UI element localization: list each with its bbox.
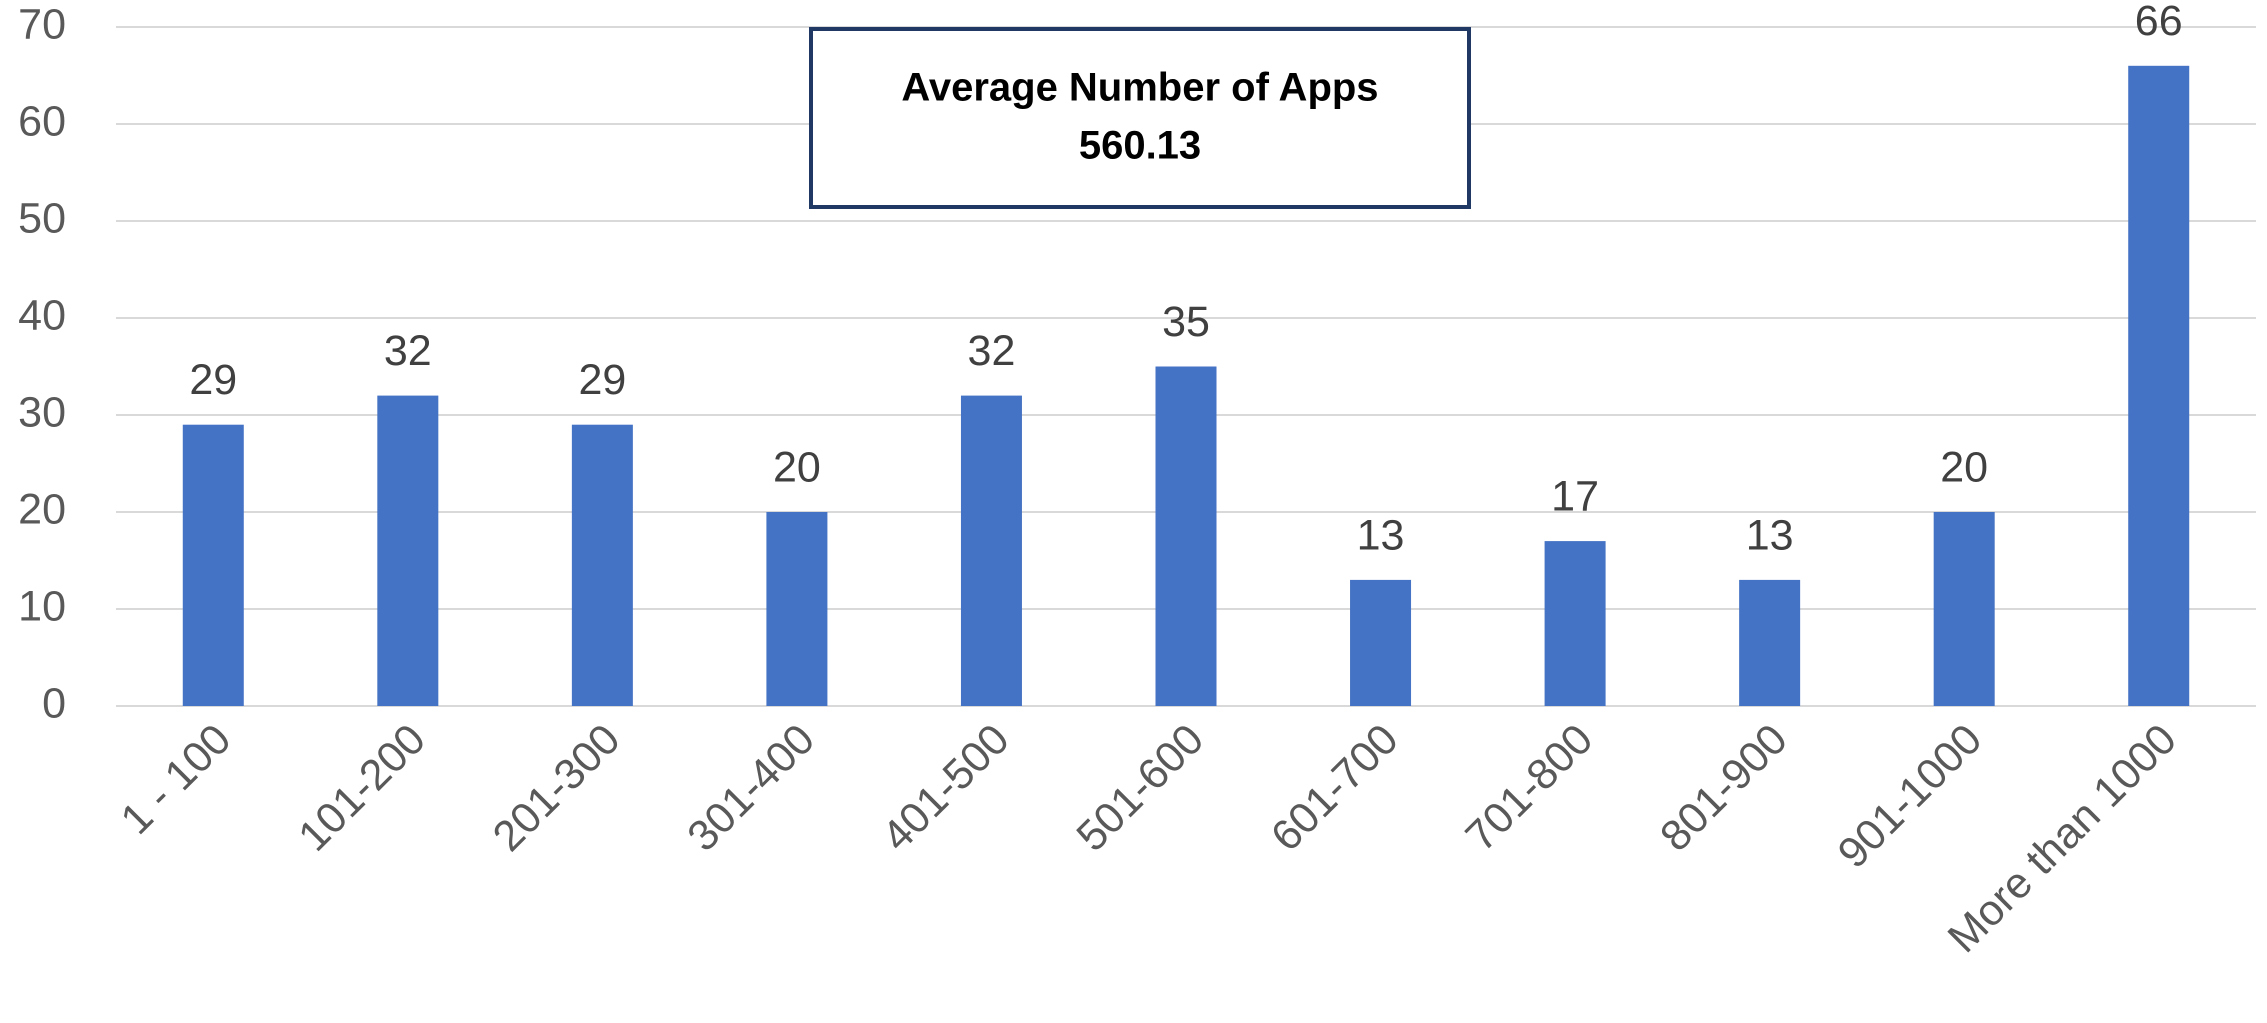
y-tick-label: 70 xyxy=(18,0,66,48)
x-tick-label: 201-300 xyxy=(484,715,630,861)
data-label: 13 xyxy=(1746,511,1794,559)
bar xyxy=(766,512,828,706)
data-label: 35 xyxy=(1162,298,1210,346)
x-tick-label: 901-1000 xyxy=(1829,715,1991,877)
x-tick-label: 401-500 xyxy=(873,715,1019,861)
y-tick-label: 60 xyxy=(18,97,66,145)
x-tick-label: 101-200 xyxy=(289,715,435,861)
x-tick-label: 601-700 xyxy=(1262,715,1408,861)
bar xyxy=(571,424,633,706)
data-label: 29 xyxy=(578,356,626,404)
annotation-title: Average Number of Apps xyxy=(901,66,1378,110)
x-tick-label: 1 - 100 xyxy=(112,715,241,844)
bar xyxy=(1155,366,1217,706)
bar xyxy=(960,395,1022,706)
bar xyxy=(2128,65,2190,707)
x-tick-label: 801-900 xyxy=(1651,715,1797,861)
y-tick-label: 10 xyxy=(18,582,66,630)
data-label: 20 xyxy=(1940,443,1988,491)
x-tick-label: 501-600 xyxy=(1068,715,1214,861)
bar xyxy=(377,395,439,706)
data-label: 17 xyxy=(1551,472,1599,520)
data-label: 20 xyxy=(773,443,821,491)
bar xyxy=(182,424,244,706)
data-label: 66 xyxy=(2135,0,2183,45)
annotation-box xyxy=(809,27,1471,209)
x-tick-label: 301-400 xyxy=(678,715,824,861)
y-tick-label: 20 xyxy=(18,485,66,533)
bar xyxy=(1544,541,1606,706)
y-tick-label: 40 xyxy=(18,291,66,339)
bar xyxy=(1350,579,1412,706)
y-tick-label: 50 xyxy=(18,194,66,242)
bar xyxy=(1739,579,1801,706)
data-label: 32 xyxy=(968,327,1016,375)
x-tick-label: 701-800 xyxy=(1457,715,1603,861)
data-label: 13 xyxy=(1357,511,1405,559)
data-label: 29 xyxy=(189,356,237,404)
y-tick-label: 30 xyxy=(18,388,66,436)
bar xyxy=(1933,512,1995,706)
annotation-value: 560.13 xyxy=(1079,124,1201,168)
y-tick-label: 0 xyxy=(42,679,66,727)
data-label: 32 xyxy=(384,327,432,375)
